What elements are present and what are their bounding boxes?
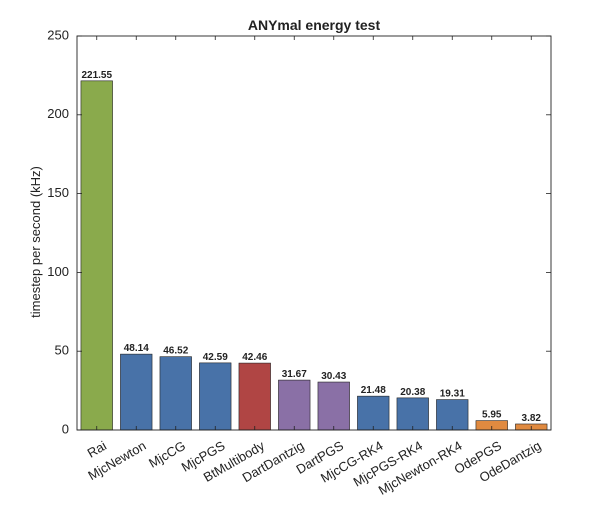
- data-label: 19.31: [440, 389, 465, 400]
- bar: [159, 356, 192, 431]
- data-label: 20.38: [400, 387, 425, 398]
- bars-layer: 221.55 48.14 46.52 42.59 42.46 31.67 30.43 21.4…: [80, 70, 548, 431]
- data-label: 30.43: [321, 371, 346, 382]
- y-tick-label: 150: [47, 185, 69, 200]
- bar: [436, 399, 469, 431]
- bar: [396, 397, 429, 431]
- y-tick-label: 250: [47, 27, 69, 42]
- bar: [120, 353, 153, 431]
- data-label: 3.82: [522, 413, 542, 424]
- y-tick-label: 200: [47, 106, 69, 121]
- y-axis-label: timestep per second (kHz): [28, 166, 43, 318]
- bar: [278, 379, 311, 431]
- y-tick-label: 50: [55, 343, 69, 358]
- data-label: 42.46: [242, 352, 267, 363]
- data-label: 46.52: [163, 346, 188, 357]
- data-label: 21.48: [361, 385, 386, 396]
- chart-title: ANYmal energy test: [248, 17, 381, 33]
- y-tick-label: 100: [47, 264, 69, 279]
- data-label: 5.95: [482, 410, 502, 421]
- bar: [317, 381, 350, 431]
- bar: [199, 362, 232, 431]
- plot-frame: [76, 35, 552, 431]
- y-tick-label: 0: [62, 421, 69, 436]
- x-tick-label: Rai: [85, 438, 109, 461]
- bar: [357, 395, 390, 431]
- data-label: 42.59: [203, 352, 228, 363]
- data-label: 31.67: [282, 369, 307, 380]
- data-label: 221.55: [81, 70, 112, 81]
- data-label: 48.14: [124, 343, 149, 354]
- bar: [80, 80, 113, 431]
- bar: [238, 362, 271, 431]
